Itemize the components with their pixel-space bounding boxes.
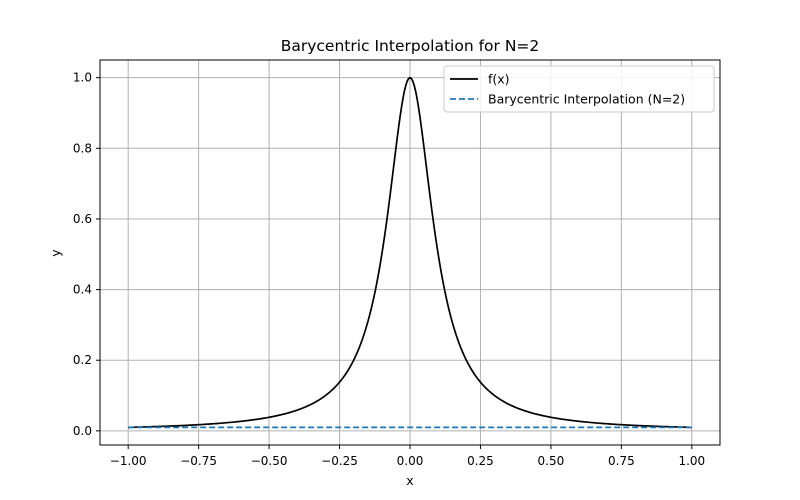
y-tick-label: 1.0 (73, 71, 92, 85)
legend-label: Barycentric Interpolation (N=2) (488, 92, 685, 107)
y-tick-label: 0.0 (73, 424, 92, 438)
legend-label: f(x) (488, 72, 510, 87)
x-axis-label: x (406, 473, 413, 488)
x-tick-label: 0.00 (397, 454, 424, 468)
x-axis: −1.00 −0.75 −0.50 −0.25 0.00 0.25 0.50 0.75 1.00 (110, 445, 705, 468)
x-tick-label: −0.50 (251, 454, 288, 468)
x-tick-label: 0.25 (467, 454, 494, 468)
x-tick-label: 1.00 (678, 454, 705, 468)
y-axis: 0.0 0.2 0.4 0.6 0.8 1.0 (73, 71, 100, 438)
series-layer (128, 76, 692, 429)
x-tick-label: −1.00 (110, 454, 147, 468)
y-tick-label: 0.2 (73, 353, 92, 367)
y-tick-label: 0.8 (73, 141, 92, 155)
x-tick-label: −0.25 (321, 454, 358, 468)
legend: f(x) Barycentric Interpolation (N=2) (443, 65, 715, 113)
y-axis-label: y (48, 249, 63, 257)
series-line-fx (128, 76, 692, 429)
chart-title: Barycentric Interpolation for N=2 (281, 37, 540, 55)
y-tick-label: 0.4 (73, 283, 92, 297)
legend-box (443, 65, 715, 113)
y-tick-label: 0.6 (73, 212, 92, 226)
x-tick-label: 0.75 (608, 454, 635, 468)
x-tick-label: 0.50 (538, 454, 565, 468)
x-tick-label: −0.75 (180, 454, 217, 468)
